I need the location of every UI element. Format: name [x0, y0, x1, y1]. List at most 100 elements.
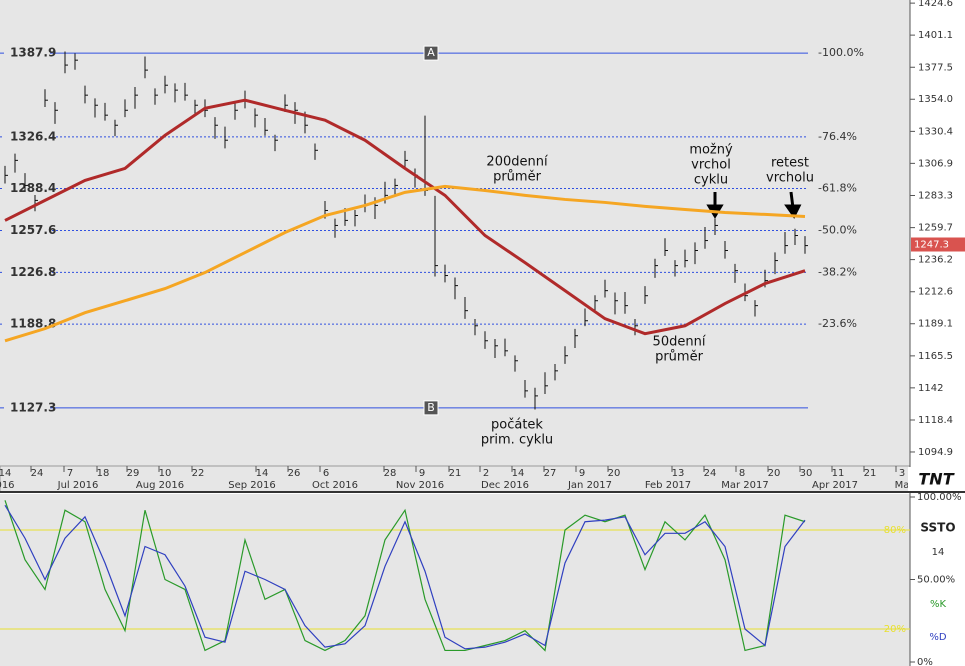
y-tick-label: 1094.9 — [918, 447, 953, 458]
x-tick-label: 8 — [739, 468, 745, 479]
fib-value-bg — [4, 263, 50, 282]
x-month-label: Jan 2017 — [567, 480, 612, 491]
legend-entry: %K — [930, 599, 947, 610]
x-month-label: Dec 2016 — [481, 480, 529, 491]
logo: TNT — [918, 470, 954, 489]
price-panel — [0, 0, 910, 466]
y-tick-label: 1424.6 — [918, 0, 953, 9]
marker: A — [427, 46, 435, 59]
fib-value: 1288.4 — [10, 181, 56, 195]
x-tick-label: 14 — [256, 468, 269, 479]
x-tick-label: 21 — [864, 468, 877, 479]
fib-value: 1387.9 — [10, 46, 56, 60]
fib-value-bg — [4, 44, 50, 63]
fib-value: 1326.4 — [10, 129, 56, 143]
x-tick-label: 29 — [127, 468, 140, 479]
last-price-label: 1247.3 — [914, 240, 949, 251]
fib-value: 1188.8 — [10, 317, 56, 331]
stoch-panel — [0, 494, 910, 666]
y-tick-label: 1330.4 — [918, 126, 953, 137]
x-month-label: Mar 2017 — [721, 480, 769, 491]
x-tick-label: 7 — [67, 468, 73, 479]
x-tick-label: 6 — [323, 468, 329, 479]
fib-value: 1257.6 — [10, 223, 56, 237]
x-month-label: Nov 2016 — [396, 480, 444, 491]
fib-value-bg — [4, 398, 50, 417]
fib-percent: -23.6% — [818, 317, 857, 330]
y-tick-label: 1401.1 — [918, 30, 953, 41]
x-tick-label: 3 — [899, 468, 905, 479]
x-tick-label: 24 — [704, 468, 717, 479]
fib-value-bg — [4, 179, 50, 198]
x-tick-label: 22 — [192, 468, 205, 479]
legend-entry: %D — [929, 632, 947, 643]
x-tick-label: 30 — [800, 468, 813, 479]
annotation: průměr — [493, 170, 541, 185]
stoch-line — [4, 504, 806, 650]
x-tick-label: 26 — [288, 468, 301, 479]
annotation: 200denní — [486, 155, 548, 170]
x-tick-label: 9 — [419, 468, 425, 479]
fib-percent: -38.2% — [818, 265, 857, 278]
fib-value-bg — [4, 221, 50, 240]
x-month-label: Sep 2016 — [228, 480, 275, 491]
y-tick-label: 1189.1 — [918, 319, 953, 330]
x-month-label: Feb 2017 — [645, 480, 691, 491]
y-tick-label: 1306.9 — [918, 158, 953, 169]
y-tick-label: 100.00% — [917, 492, 962, 503]
y-tick-label: 1165.5 — [918, 351, 953, 362]
marker-box — [423, 45, 439, 61]
fib-percent: -100.0% — [818, 46, 864, 59]
annotation: prim. cyklu — [481, 433, 553, 448]
annotation: cyklu — [694, 173, 728, 188]
indicator-period: 14 — [932, 547, 945, 558]
x-tick-label: 11 — [832, 468, 845, 479]
level-label: 20% — [884, 624, 906, 635]
annotation: možný — [689, 143, 733, 158]
arrow-head — [784, 204, 802, 219]
fib-value-bg — [4, 127, 50, 146]
x-month-label: Aug 2016 — [136, 480, 184, 491]
y-tick-label: 1236.2 — [918, 255, 953, 266]
y-tick-label: 1259.7 — [918, 223, 953, 234]
fib-value: 1127.3 — [10, 400, 56, 414]
x-tick-label: 20 — [768, 468, 781, 479]
y-tick-label: 50.00% — [917, 575, 955, 586]
annotation: 50denní — [653, 335, 706, 350]
x-month-label: Ma — [895, 480, 910, 491]
marker-box — [423, 400, 439, 416]
x-tick-label: 14 — [512, 468, 525, 479]
x-tick-label: 21 — [449, 468, 462, 479]
annotation: průměr — [655, 350, 703, 365]
y-tick-label: 1283.3 — [918, 190, 953, 201]
level-label: 80% — [884, 525, 906, 536]
moving-average — [4, 184, 806, 343]
fib-percent: -50.0% — [818, 223, 857, 236]
x-tick-label: 9 — [579, 468, 585, 479]
x-month-label: Apr 2017 — [812, 480, 858, 491]
y-tick-label: 0% — [917, 657, 933, 666]
fib-value: 1226.8 — [10, 265, 56, 279]
annotation: počátek — [491, 418, 543, 433]
x-month-label: Oct 2016 — [312, 480, 358, 491]
fib-value-bg — [4, 315, 50, 334]
annotation: vrchol — [691, 158, 731, 173]
x-month-label: Jul 2016 — [57, 480, 99, 491]
x-tick-label: 14 — [0, 468, 11, 479]
x-tick-label: 13 — [672, 468, 685, 479]
logo-bg — [908, 467, 965, 491]
last-price-box — [911, 237, 965, 252]
y-tick-label: 1118.4 — [918, 415, 953, 426]
indicator-title: SSTO — [920, 521, 955, 535]
fib-percent: -61.8% — [818, 182, 857, 195]
x-tick-label: 27 — [544, 468, 557, 479]
x-tick-label: 2 — [483, 468, 489, 479]
fib-percent: -76.4% — [818, 130, 857, 143]
y-tick-label: 1377.5 — [918, 62, 953, 73]
x-tick-label: 28 — [384, 468, 397, 479]
y-tick-label: 1142 — [918, 383, 943, 394]
annotation: vrcholu — [766, 171, 814, 186]
marker: B — [427, 401, 435, 414]
x-tick-label: 24 — [31, 468, 44, 479]
